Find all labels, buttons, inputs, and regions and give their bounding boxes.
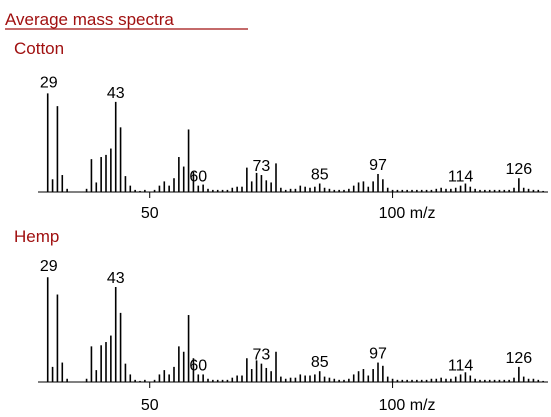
peak-label-43: 43 bbox=[107, 85, 125, 102]
peak-label-85: 85 bbox=[311, 354, 329, 371]
peak-label-114: 114 bbox=[448, 357, 474, 374]
peak-label-126: 126 bbox=[506, 350, 533, 367]
chart-panel-cotton: Cotton 50 100 m/z 29 43 60 73 85 97 114 126 bbox=[14, 39, 548, 222]
x-tick-label-100: 100 m/z bbox=[379, 205, 436, 222]
peak-label-60: 60 bbox=[189, 357, 207, 374]
peak-label-97: 97 bbox=[369, 157, 387, 174]
peak-label-126: 126 bbox=[506, 161, 533, 178]
x-tick-label-50: 50 bbox=[141, 397, 159, 414]
peak-label-29: 29 bbox=[40, 74, 58, 91]
panel-title-cotton: Cotton bbox=[14, 39, 64, 58]
x-tick-label-50: 50 bbox=[141, 205, 159, 222]
chart-panel-hemp: Hemp 50 100 m/z 29 43 60 73 85 97 114 126 bbox=[14, 227, 548, 414]
peak-label-114: 114 bbox=[448, 169, 474, 186]
peak-label-73: 73 bbox=[253, 347, 271, 364]
peak-label-73: 73 bbox=[253, 158, 271, 175]
peak-label-60: 60 bbox=[189, 169, 207, 186]
panel-title-hemp: Hemp bbox=[14, 227, 59, 246]
peak-label-43: 43 bbox=[107, 270, 125, 287]
x-tick-label-100: 100 m/z bbox=[379, 397, 436, 414]
peak-label-85: 85 bbox=[311, 167, 329, 184]
peak-label-97: 97 bbox=[369, 346, 387, 363]
figure-title: Average mass spectra bbox=[5, 10, 174, 29]
peak-label-29: 29 bbox=[40, 258, 58, 275]
